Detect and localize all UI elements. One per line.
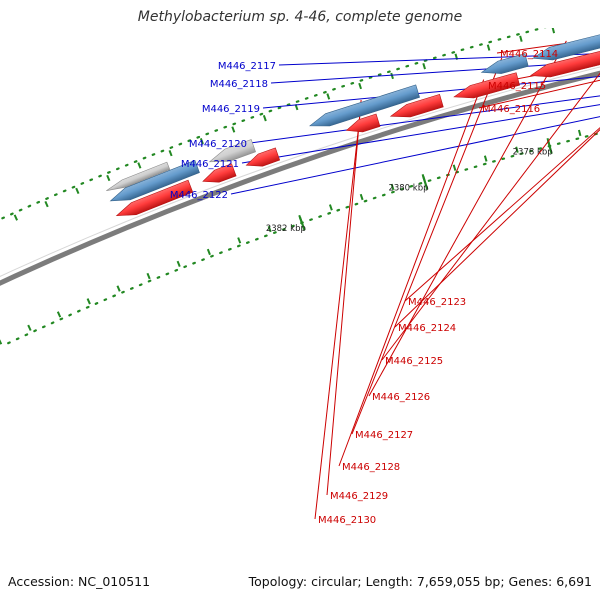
gene-label-m446-2119[interactable]: M446_2119 [202, 104, 260, 115]
gene-label-m446-2124[interactable]: M446_2124 [398, 323, 456, 334]
gene-label-m446-2125[interactable]: M446_2125 [385, 356, 443, 367]
kbp-tick-label: 2382 kbp [266, 224, 306, 234]
map-title: Methylobacterium sp. 4-46, complete geno… [137, 9, 463, 25]
gene-label-m446-2128[interactable]: M446_2128 [342, 462, 400, 473]
gene-feature[interactable] [389, 94, 444, 118]
gene-feature[interactable] [245, 147, 281, 167]
kbp-tick-label: 2378 kbp [513, 148, 553, 158]
topology-text: Topology: circular; Length: 7,659,055 bp… [248, 574, 592, 589]
accession-text: Accession: NC_010511 [8, 574, 151, 589]
gene-feature[interactable] [309, 84, 420, 127]
gene-feature[interactable] [106, 161, 171, 191]
gene-feature[interactable] [532, 34, 600, 61]
gene-feature[interactable] [202, 163, 237, 183]
gene-feature[interactable] [345, 113, 381, 133]
gene-label-m446-2129[interactable]: M446_2129 [330, 491, 388, 502]
gene-label-m446-2116[interactable]: M446_2116 [482, 104, 540, 115]
gene-label-m446-2121[interactable]: M446_2121 [181, 159, 239, 170]
gene-label-m446-2118[interactable]: M446_2118 [210, 79, 268, 90]
gene-label-m446-2130[interactable]: M446_2130 [318, 515, 376, 526]
kbp-tick-label: 2380 kbp [388, 183, 428, 193]
gene-labels: M446_2114 M446_2115 M446_2116 M446_2117 M446… [170, 49, 558, 526]
gene-label-m446-2117[interactable]: M446_2117 [218, 61, 276, 72]
gene-features [106, 34, 600, 217]
gene-label-m446-2123[interactable]: M446_2123 [408, 297, 466, 308]
gene-feature[interactable] [115, 179, 194, 217]
gene-feature[interactable] [453, 72, 520, 99]
gene-feature[interactable] [480, 53, 529, 74]
gene-label-m446-2126[interactable]: M446_2126 [372, 392, 430, 403]
backbone [0, 66, 600, 286]
gene-label-m446-2114[interactable]: M446_2114 [500, 49, 558, 60]
gene-feature[interactable] [109, 160, 200, 202]
gene-label-m446-2127[interactable]: M446_2127 [355, 430, 413, 441]
label-leaders [230, 38, 600, 520]
gene-label-m446-2122[interactable]: M446_2122 [170, 190, 228, 201]
gene-feature[interactable] [529, 43, 600, 78]
gene-label-m446-2120[interactable]: M446_2120 [189, 139, 247, 150]
gene-feature[interactable] [208, 139, 256, 163]
gene-label-m446-2115[interactable]: M446_2115 [488, 81, 546, 92]
